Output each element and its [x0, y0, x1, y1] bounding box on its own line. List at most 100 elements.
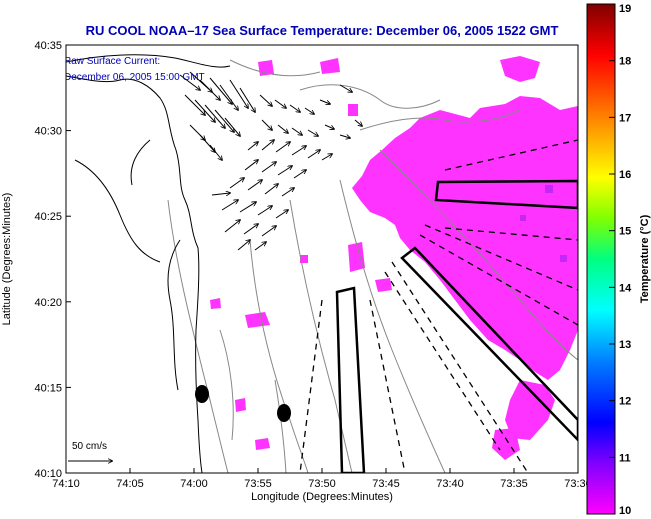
x-tick-label: 74:00 [180, 478, 208, 490]
plot-area: Raw Surface Current: December 06, 2005 1… [64, 45, 578, 473]
current-vector [221, 200, 238, 211]
current-vector [324, 124, 334, 129]
current-vector [307, 129, 318, 136]
current-vector [277, 124, 288, 133]
x-axis-label: Longitude (Degrees:Minutes) [251, 491, 393, 503]
sst-patch-north [500, 56, 540, 82]
current-vector [257, 206, 272, 216]
lane-box-southeast [400, 246, 578, 442]
current-vector [319, 99, 330, 104]
current-vector [307, 150, 320, 159]
sst-cold-spot [545, 185, 553, 193]
current-vector [224, 220, 240, 233]
current-legend-line1: Raw Surface Current: [64, 56, 160, 67]
x-tick-label: 73:55 [244, 478, 272, 490]
scale-vector-label: 50 cm/s [72, 441, 107, 452]
x-tick-label: 73:30 [564, 478, 592, 490]
contour-line [299, 84, 441, 109]
sst-patch-southeast [505, 380, 555, 440]
current-vector [199, 134, 215, 152]
current-vector [291, 127, 302, 135]
colorbar-tick-label: 14 [619, 282, 632, 294]
y-axis-label: Latitude (Degrees:Minutes) [1, 193, 13, 326]
contour-line [167, 199, 229, 473]
lane-box-east [434, 179, 578, 210]
dashed-lane-line [444, 227, 578, 241]
sst-cold-spot [520, 215, 526, 221]
current-vector [179, 74, 200, 90]
current-vector [209, 77, 232, 104]
current-vector [275, 210, 288, 219]
current-vector [254, 242, 266, 251]
current-vector [277, 166, 292, 176]
chart-title: RU COOL NOAA–17 Sea Surface Temperature:… [86, 23, 559, 38]
dashed-lane-line [384, 271, 501, 451]
colorbar-tick-label: 18 [619, 56, 631, 68]
current-vector [237, 240, 250, 251]
y-tick-label: 40:20 [34, 297, 62, 309]
colorbar-tick-label: 11 [619, 452, 631, 464]
shipping-lanes [335, 179, 578, 473]
x-tick-label: 74:05 [116, 478, 144, 490]
x-tick-label: 74:10 [52, 478, 80, 490]
sst-cold-spot [560, 255, 567, 262]
current-vector [219, 84, 238, 110]
current-vector [244, 160, 258, 171]
current-vector [199, 79, 220, 100]
current-vector [261, 119, 272, 130]
x-tick-label: 73:40 [436, 478, 464, 490]
current-vector [259, 94, 272, 106]
sst-patch-mid2 [375, 278, 392, 292]
colorbar-gradient [586, 3, 616, 515]
current-vector [293, 170, 306, 179]
dashed-lane-line [419, 234, 578, 326]
colorbar-tick-label: 17 [619, 112, 631, 124]
current-vector [339, 135, 350, 138]
sst-patch-sw4 [210, 298, 221, 309]
current-vector [261, 140, 274, 151]
traffic-separation-lines [299, 139, 578, 473]
sst-patch-sw3 [300, 255, 308, 263]
dashed-lane-line [299, 299, 323, 473]
current-vector [224, 117, 240, 136]
coastline-inland [74, 159, 161, 263]
x-tick-label: 73:35 [500, 478, 528, 490]
dashed-lane-line [369, 299, 406, 473]
sst-patch-west1 [245, 312, 270, 328]
contour-line [229, 59, 321, 77]
current-vector [209, 144, 222, 160]
sst-patch-mid1 [348, 242, 365, 272]
sst-patch-sw1 [235, 398, 246, 412]
y-tick-label: 40:15 [34, 382, 62, 394]
colorbar-tick-label: 15 [619, 226, 631, 238]
dashed-lane-line [424, 224, 578, 291]
current-vector [264, 184, 278, 195]
colorbar: 19 18 17 16 15 14 13 12 11 10 Temperature (°C) [586, 3, 651, 517]
y-tick-label: 40:35 [34, 40, 62, 52]
sst-patch-north2 [320, 58, 340, 74]
current-vector [274, 99, 286, 108]
contour-line [274, 379, 287, 473]
colorbar-tick-label: 10 [619, 505, 631, 517]
buoy-marker [195, 385, 209, 403]
x-axis: 74:10 74:05 74:00 73:55 73:50 73:45 73:40 73:35… [52, 468, 592, 490]
current-vector [321, 154, 332, 161]
colorbar-label: Temperature (°C) [639, 214, 651, 303]
current-vector [211, 193, 230, 195]
y-tick-label: 40:10 [34, 468, 62, 480]
coastline-bay [167, 239, 181, 391]
current-vector [214, 109, 234, 132]
current-vector [261, 226, 276, 237]
current-vector [261, 162, 276, 173]
current-vector [281, 188, 294, 197]
buoy-marker [277, 404, 291, 422]
contour-line [339, 179, 446, 473]
contour-line [379, 149, 578, 361]
y-tick-label: 40:30 [34, 126, 62, 138]
colorbar-tick-label: 16 [619, 169, 631, 181]
current-vector [243, 224, 258, 235]
sst-patch-sw2 [255, 438, 270, 450]
colorbar-ticks: 19 18 17 16 15 14 13 12 11 10 [609, 3, 632, 517]
current-vector [184, 94, 205, 115]
